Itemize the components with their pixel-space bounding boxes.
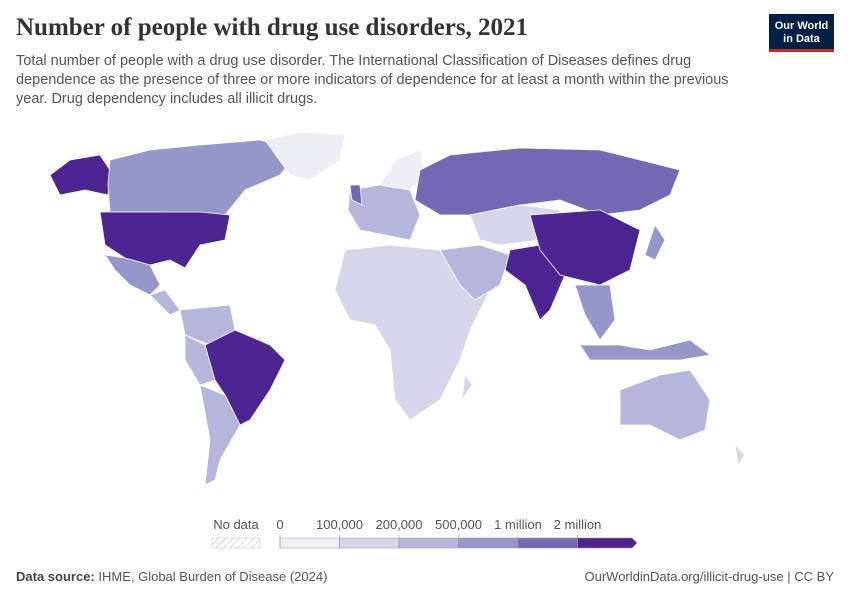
legend: 0 100,000 200,000 500,000 1 million 2 million — [276, 517, 638, 549]
legend-tick-label: 0 — [276, 517, 283, 532]
legend-swatch — [398, 537, 459, 549]
country[interactable] — [49, 154, 111, 196]
subtitle: Total number of people with a drug use d… — [16, 53, 729, 107]
country[interactable] — [204, 329, 286, 426]
countries — [49, 131, 746, 486]
country[interactable] — [439, 244, 511, 301]
country[interactable] — [461, 373, 473, 401]
legend-swatch — [517, 537, 578, 549]
logo-line: Our World — [774, 20, 829, 32]
country[interactable] — [529, 209, 641, 286]
map: No data 0 100,000 200,000 500,000 1 million 2… — [49, 131, 746, 549]
legend-swatch — [279, 537, 340, 549]
source-label: Data source: — [16, 569, 95, 584]
country[interactable] — [199, 384, 241, 486]
footer-url[interactable]: OurWorldinData.org/illicit-drug-use | CC… — [584, 569, 835, 584]
legend-tick-label: 500,000 — [435, 517, 482, 532]
country[interactable] — [149, 289, 181, 316]
country[interactable] — [414, 147, 681, 216]
legend-tick-label: 1 million — [494, 517, 542, 532]
no-data-label: No data — [213, 517, 259, 532]
source: IHME, Global Burden of Disease (2024) — [98, 569, 328, 584]
country[interactable] — [184, 334, 216, 386]
legend-tick-label: 2 million — [554, 517, 602, 532]
no-data-swatch — [211, 537, 261, 549]
country[interactable] — [107, 139, 301, 216]
legend-tick-label: 100,000 — [316, 517, 363, 532]
legend-swatch — [339, 537, 400, 549]
country[interactable] — [574, 284, 616, 341]
logo-line: in Data — [783, 33, 820, 45]
legend-tick-label: 200,000 — [376, 517, 423, 532]
country[interactable] — [264, 131, 346, 181]
legend-swatch — [577, 537, 638, 549]
country[interactable] — [99, 211, 231, 269]
country[interactable] — [644, 224, 666, 261]
title: Number of people with drug use disorders… — [16, 14, 529, 41]
country[interactable] — [349, 184, 363, 206]
logo[interactable]: Our World in Data — [769, 14, 834, 52]
country[interactable] — [104, 254, 161, 296]
country[interactable] — [579, 339, 711, 361]
country[interactable] — [379, 149, 426, 191]
country[interactable] — [619, 369, 711, 441]
country[interactable] — [734, 443, 746, 467]
legend-swatch — [458, 537, 519, 549]
footer-source: Data source: IHME, Global Burden of Dise… — [16, 569, 327, 584]
